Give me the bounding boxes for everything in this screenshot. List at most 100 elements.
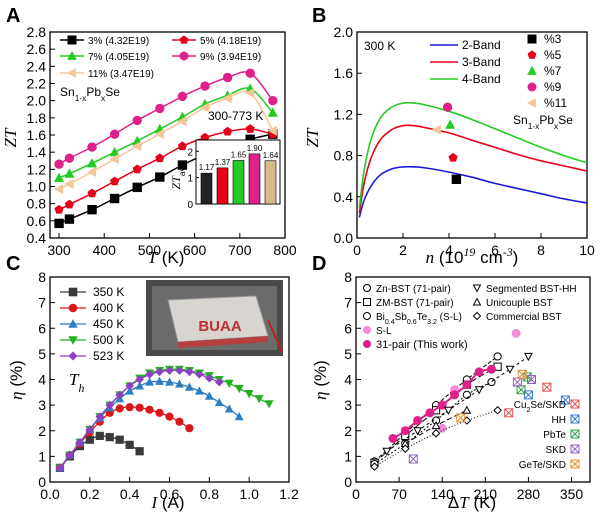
panel-d-legend-label: S-L	[376, 326, 392, 337]
panel-d-xbox-cross	[504, 408, 514, 418]
panel-d-ytick-label: 6	[344, 320, 352, 336]
panel-a-point	[53, 172, 65, 182]
panel-c-series-line	[59, 380, 240, 469]
panel-d-legend-label: Bi0.4Sb0.6Te3.2 (S-L)	[376, 312, 462, 326]
panel-label-d: D	[312, 253, 326, 275]
panel-b-ytick-label: 0.8	[334, 148, 354, 164]
panel-c-point	[185, 424, 194, 433]
panel-d-side-legend-cross	[570, 444, 580, 454]
panel-d-legend-label: 31-pair (This work)	[376, 339, 468, 351]
panel-d-point	[462, 405, 472, 414]
panel-b-legend-label: %7	[544, 64, 562, 78]
panel-a-inset-bar-label: 1.65	[231, 151, 247, 160]
panel-a-ylabel: ZT	[1, 127, 20, 147]
panel-d-legend-marker	[363, 284, 371, 292]
panel-a-xtick-label: 400	[93, 242, 117, 258]
panel-a-ytick-label: 2.4	[27, 58, 47, 74]
panel-c-legend-marker	[68, 319, 78, 328]
panel-b-legend-marker	[527, 34, 537, 44]
panel-c-legend-label: 350 K	[93, 285, 124, 299]
panel-c-xtick-label: 1.0	[239, 486, 259, 502]
panel-a-ytick-label: 1.2	[27, 161, 47, 177]
panel-c-point	[115, 404, 124, 413]
panel-d-point	[413, 427, 423, 436]
panel-c-ytick-label: 0	[38, 474, 46, 490]
panel-c-point	[165, 412, 174, 421]
panel-a-point	[109, 129, 120, 139]
panel-c-ytick-label: 4	[38, 372, 46, 388]
panel-d-side-legend-marker	[570, 414, 580, 424]
panel-b-legend-label: %3	[544, 32, 562, 46]
panel-d-legend-marker	[472, 297, 482, 306]
panel-d-ytick-label: 1	[344, 448, 352, 464]
panel-d-xbox-cross	[561, 395, 570, 405]
panel-c-point	[65, 450, 75, 460]
panel-a-point	[177, 116, 187, 127]
panel-a-inset-ylabel: ZTave	[169, 162, 187, 189]
panel-c-point	[254, 395, 264, 404]
panel-a-point	[155, 103, 165, 114]
panel-d-xbox-point	[408, 454, 418, 464]
panel-d-point	[511, 328, 521, 338]
panel-a-point	[64, 214, 75, 224]
panel-a-point	[109, 193, 120, 204]
panel-b-legend-label: 3-Band	[462, 55, 501, 69]
panel-d-xbox-point	[517, 369, 527, 379]
panel-c-point	[95, 431, 104, 440]
panel-b-experiment-point	[445, 119, 456, 129]
panel-d-series-line	[374, 381, 492, 465]
panel-c-legend-label: 450 K	[93, 317, 124, 331]
panel-c-point	[184, 382, 194, 391]
panel-c-point	[214, 397, 224, 407]
panel-b-ytick-label: 0.4	[334, 189, 354, 205]
panel-label-c: C	[6, 253, 20, 275]
panel-c-point	[135, 403, 144, 412]
panel-b-frame	[356, 31, 588, 239]
panel-d-xbox-cross	[524, 390, 533, 400]
panel-a-point	[109, 146, 120, 157]
panel-a-inset-bar-label: 1.90	[247, 144, 263, 153]
panel-a-xlabel: T (K)	[148, 248, 185, 267]
panel-c-xtick-label: 0.2	[80, 486, 100, 502]
panel-b-model-curve	[358, 101, 588, 209]
panel-c-point	[105, 400, 115, 410]
panel-d-point	[400, 426, 410, 436]
panel-d-xbox-point	[504, 408, 514, 418]
panel-a-point	[64, 168, 75, 178]
panel-b-ytick-label: 2.0	[334, 24, 354, 40]
panel-b-legend-marker	[526, 98, 536, 108]
panel-a-inset-bar-label: 1.17	[199, 163, 215, 172]
panel-a-inset-ytick-label: 0	[187, 200, 193, 211]
panel-b-experiment-point	[451, 174, 462, 184]
panel-a-legend-marker	[67, 50, 77, 60]
panel-d-ytick-label: 0	[344, 474, 352, 490]
panel-c-point	[135, 447, 144, 456]
panel-c-point	[234, 412, 244, 421]
panel-d-xbox-point	[512, 377, 522, 387]
panel-d-point	[505, 365, 515, 374]
panel-a-ytick-label: 1.4	[27, 144, 47, 160]
panel-c-point	[95, 412, 105, 421]
panel-c-point	[175, 366, 184, 375]
panel-a-inset-bar-label: 1.64	[263, 151, 279, 160]
panel-a-ytick-label: 2.8	[27, 24, 47, 40]
panel-d-xbox-cross	[408, 454, 418, 464]
panel-a-point	[87, 142, 97, 152]
panel-b-model-curve	[358, 124, 588, 214]
panel-d-legend-marker	[363, 312, 371, 320]
panel-c-point	[125, 403, 134, 412]
panel-a-inset-bar	[216, 167, 229, 205]
panel-c-ytick-label: 1	[38, 448, 46, 464]
panel-c-point	[175, 417, 184, 426]
panel-a-point	[87, 188, 97, 198]
panel-a-point	[86, 166, 97, 177]
panel-d-xbox-point	[560, 395, 570, 405]
panel-b-experiment-point	[431, 124, 441, 135]
panel-a-ytick-label: 2.2	[27, 76, 47, 92]
panel-d-ytick-label: 3	[344, 397, 352, 413]
panel-b-xlabel: n (1019 cm-3)	[426, 245, 519, 267]
panel-d-point	[388, 433, 398, 443]
panel-c-point	[234, 384, 244, 394]
panel-a-legend-label: 11% (3.47E19)	[88, 69, 154, 80]
panel-d-ytick-label: 8	[344, 269, 352, 285]
